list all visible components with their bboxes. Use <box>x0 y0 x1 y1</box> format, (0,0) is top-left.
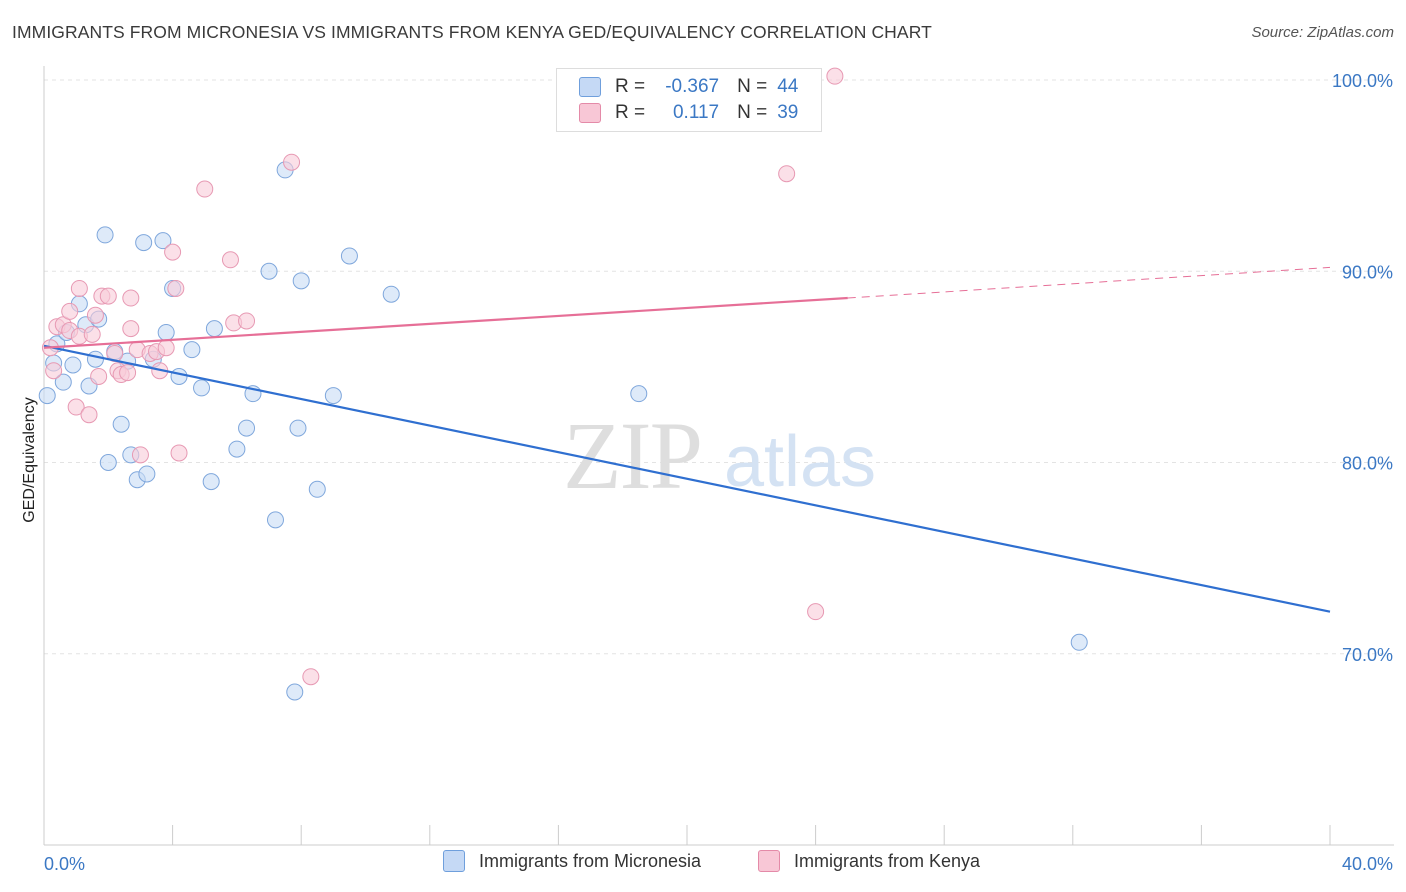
point-kenya <box>122 320 140 338</box>
series-legend: Immigrants from Micronesia Immigrants fr… <box>0 850 1406 878</box>
legend-item-kenya: Immigrants from Kenya <box>758 850 980 872</box>
legend-label-kenya: Immigrants from Kenya <box>794 850 981 871</box>
point-kenya <box>90 367 108 385</box>
source-label: Source: ZipAtlas.com <box>1251 24 1394 41</box>
point-kenya <box>83 325 101 343</box>
legend-swatch-blue <box>579 77 601 97</box>
point-kenya <box>826 67 844 85</box>
watermark: ZIP atlas <box>563 402 876 509</box>
y-tick-label: 70.0% <box>1342 645 1393 665</box>
point-micronesia <box>238 419 256 437</box>
legend-n-label: N = <box>737 102 768 123</box>
point-kenya <box>119 364 137 382</box>
legend-swatch-pink <box>579 103 601 123</box>
stats-legend: R = -0.367 N = 44 R = 0.117 N = 39 <box>556 68 822 132</box>
y-tick-label: 90.0% <box>1342 262 1393 282</box>
tick-labels: 70.0% 80.0% 90.0% 100.0% 0.0% 40.0% <box>44 71 1393 874</box>
data-points <box>38 67 1088 701</box>
point-micronesia <box>340 247 358 265</box>
y-tick-label: 80.0% <box>1342 454 1393 474</box>
point-kenya <box>99 287 117 305</box>
axes <box>43 66 1394 846</box>
legend-row-micronesia: R = -0.367 N = 44 <box>579 74 798 100</box>
point-kenya <box>122 289 140 307</box>
legend-swatch-kenya <box>758 850 780 872</box>
point-kenya <box>67 398 85 416</box>
point-micronesia <box>382 285 400 303</box>
point-kenya <box>238 312 256 330</box>
point-micronesia <box>99 454 117 471</box>
legend-row-kenya: R = 0.117 N = 39 <box>579 100 798 126</box>
point-micronesia <box>138 465 156 483</box>
point-kenya <box>70 279 88 297</box>
point-micronesia <box>170 367 188 385</box>
trend-line-kenya <box>847 266 1331 299</box>
point-micronesia <box>157 323 175 341</box>
point-kenya <box>778 165 796 183</box>
point-micronesia <box>308 480 326 498</box>
chart-title: IMMIGRANTS FROM MICRONESIA VS IMMIGRANTS… <box>12 22 932 42</box>
point-micronesia <box>289 419 307 437</box>
point-micronesia <box>202 473 220 491</box>
point-micronesia <box>38 387 56 405</box>
point-micronesia <box>205 320 223 338</box>
point-kenya <box>86 306 104 324</box>
point-micronesia <box>183 341 201 359</box>
legend-n-value: 39 <box>777 102 799 123</box>
point-micronesia <box>286 683 304 701</box>
point-micronesia <box>112 415 130 433</box>
legend-r-label: R = <box>615 102 646 123</box>
point-micronesia <box>266 511 284 529</box>
point-kenya <box>170 444 188 462</box>
point-micronesia <box>96 226 114 244</box>
point-micronesia <box>1070 633 1088 651</box>
point-kenya <box>807 603 825 621</box>
legend-swatch-micronesia <box>443 850 465 872</box>
point-kenya <box>196 180 214 198</box>
trend-line-micronesia <box>43 344 1331 613</box>
legend-label-micronesia: Immigrants from Micronesia <box>479 850 702 871</box>
legend-n-label: N = <box>737 76 768 97</box>
legend-r-value: 0.117 <box>672 102 720 123</box>
point-micronesia <box>324 387 342 405</box>
watermark-zip: ZIP <box>563 402 701 509</box>
point-micronesia <box>86 350 104 368</box>
point-kenya <box>283 153 301 171</box>
x-tick-label: 40.0% <box>1342 854 1393 874</box>
legend-item-micronesia: Immigrants from Micronesia <box>443 850 701 872</box>
legend-r-label: R = <box>615 76 646 97</box>
point-kenya <box>157 339 175 357</box>
point-micronesia <box>228 440 246 458</box>
watermark-atlas: atlas <box>724 422 876 502</box>
point-micronesia <box>292 272 310 290</box>
legend-r-value: -0.367 <box>665 76 720 97</box>
point-micronesia <box>135 234 153 252</box>
point-kenya <box>45 362 63 380</box>
point-kenya <box>221 251 239 269</box>
grid-lines <box>44 79 1394 655</box>
point-micronesia <box>630 385 648 403</box>
trend-lines <box>43 266 1331 613</box>
point-micronesia <box>64 356 82 374</box>
point-kenya <box>61 302 79 320</box>
point-kenya <box>167 279 185 297</box>
point-kenya <box>80 406 98 424</box>
y-tick-label: 100.0% <box>1332 71 1393 91</box>
point-micronesia <box>193 379 211 397</box>
x-tick-label: 0.0% <box>44 854 85 874</box>
legend-n-value: 44 <box>777 76 799 97</box>
point-kenya <box>131 446 149 464</box>
point-micronesia <box>54 373 72 391</box>
point-micronesia <box>260 262 278 280</box>
point-micronesia <box>154 232 172 250</box>
trend-line-kenya <box>43 296 848 349</box>
point-kenya <box>302 668 320 686</box>
point-kenya <box>164 243 182 261</box>
